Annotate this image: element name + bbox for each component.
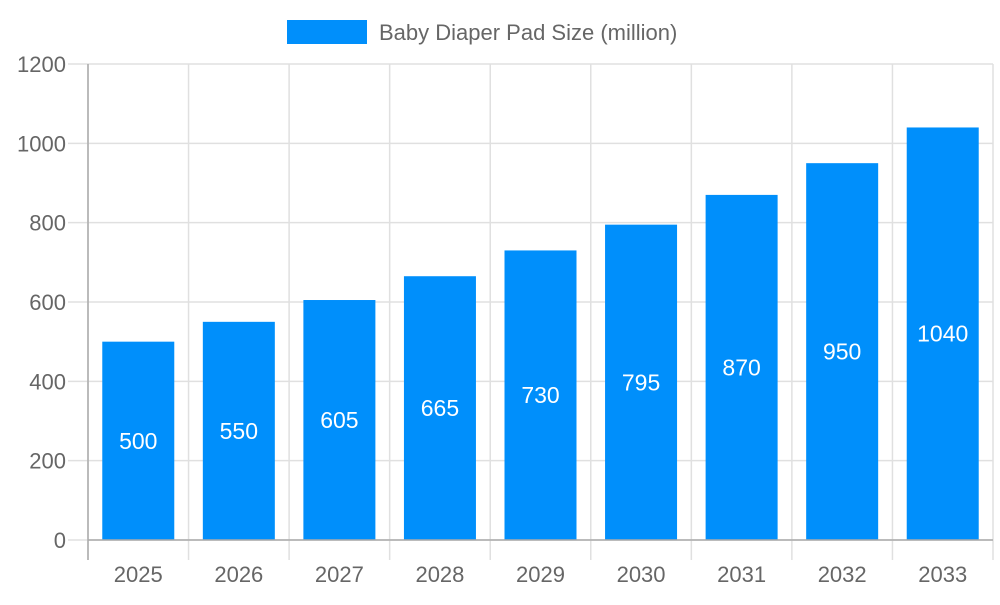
bar bbox=[504, 250, 577, 540]
y-tick-label: 600 bbox=[29, 290, 66, 315]
y-tick-label: 200 bbox=[29, 449, 66, 474]
x-tick-label: 2033 bbox=[918, 562, 967, 587]
data-label: 795 bbox=[622, 369, 660, 395]
grid bbox=[68, 63, 994, 560]
x-tick-label: 2028 bbox=[415, 562, 464, 587]
y-tick-label: 1200 bbox=[17, 52, 66, 77]
y-tick-label: 0 bbox=[54, 528, 66, 553]
bar bbox=[202, 321, 275, 540]
data-label: 950 bbox=[823, 339, 861, 365]
x-tick-label: 2030 bbox=[617, 562, 666, 587]
x-tick-label: 2031 bbox=[717, 562, 766, 587]
y-tick-label: 400 bbox=[29, 369, 66, 394]
data-label: 605 bbox=[320, 407, 358, 433]
x-tick-label: 2026 bbox=[214, 562, 263, 587]
legend[interactable]: Baby Diaper Pad Size (million) bbox=[287, 20, 677, 45]
bar bbox=[403, 276, 476, 540]
bar bbox=[705, 194, 778, 540]
bar bbox=[806, 163, 879, 540]
bar bbox=[906, 127, 979, 540]
data-label: 665 bbox=[421, 395, 459, 421]
x-tick-label: 2027 bbox=[315, 562, 364, 587]
bar bbox=[303, 300, 376, 540]
y-tick-label: 800 bbox=[29, 211, 66, 236]
y-tick-label: 1000 bbox=[17, 131, 66, 156]
data-label: 730 bbox=[521, 382, 559, 408]
data-label: 870 bbox=[722, 354, 760, 380]
axes: 0 200 400 600 800 1000 1200 2025 2026 2027 2028 202… bbox=[17, 52, 993, 587]
data-label: 1040 bbox=[917, 321, 968, 347]
data-label: 500 bbox=[119, 428, 157, 454]
bars: 500 550 605 665 730 795 870 950 1040 bbox=[102, 127, 979, 540]
x-tick-label: 2032 bbox=[818, 562, 867, 587]
data-label: 550 bbox=[220, 418, 258, 444]
x-tick-label: 2025 bbox=[114, 562, 163, 587]
legend-swatch bbox=[287, 20, 367, 44]
bar bbox=[605, 224, 678, 540]
x-tick-label: 2029 bbox=[516, 562, 565, 587]
bar bbox=[102, 341, 175, 540]
legend-label: Baby Diaper Pad Size (million) bbox=[379, 20, 677, 45]
